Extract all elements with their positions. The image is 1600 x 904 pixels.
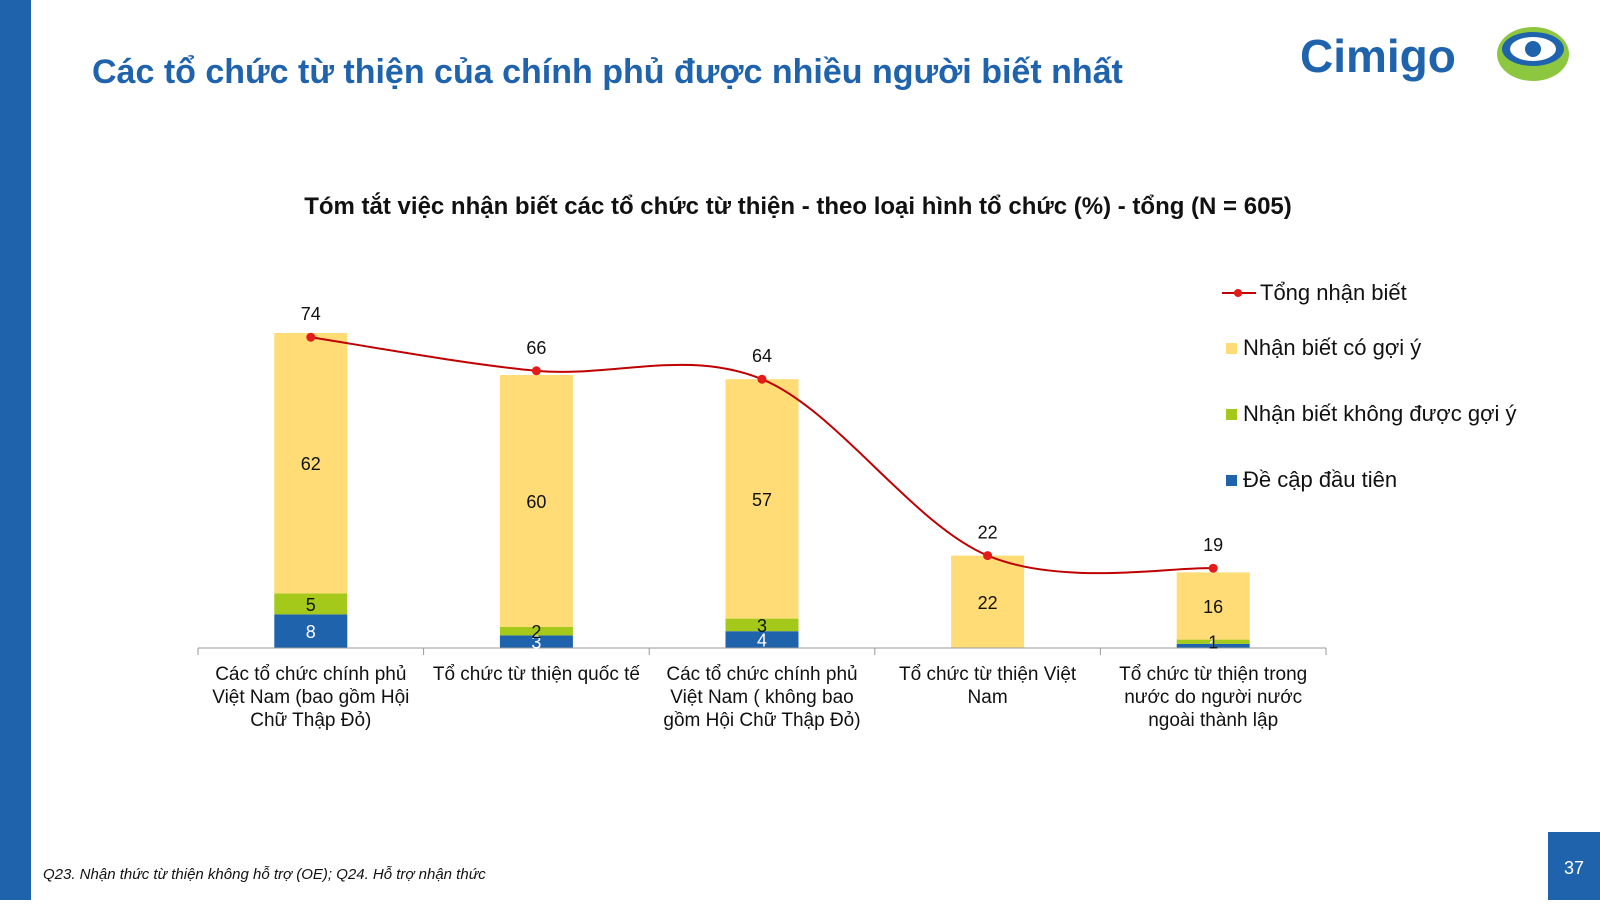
legend-item-unprompted: Nhận biết không được gợi ý xyxy=(1226,401,1517,427)
left-accent-bar xyxy=(0,0,31,900)
bar-segment xyxy=(725,618,799,632)
category-label: Các tổ chức chính phủ xyxy=(666,664,857,685)
bar-segment xyxy=(725,631,799,648)
chart-title: Tóm tắt việc nhận biết các tổ chức từ th… xyxy=(304,193,1292,220)
total-awareness-label: 66 xyxy=(526,338,546,358)
category-label: ngoài thành lập xyxy=(1148,710,1278,731)
total-awareness-point xyxy=(306,332,316,342)
bar-value-label: 8 xyxy=(306,622,316,642)
category-label: Tổ chức từ thiện Việt xyxy=(899,664,1077,685)
bar-segment xyxy=(499,375,573,627)
legend-item-first-mention: Đề cập đầu tiên xyxy=(1226,467,1397,493)
bar-value-label: 1 xyxy=(1208,633,1218,653)
bar-value-label: 57 xyxy=(752,490,772,510)
legend-item-total: Tổng nhận biết xyxy=(1222,280,1407,306)
bar-segment xyxy=(274,333,348,594)
legend-swatch-green xyxy=(1226,408,1237,420)
total-awareness-point xyxy=(531,366,541,376)
bar-segment xyxy=(499,627,573,636)
bar-segment xyxy=(274,593,348,615)
category-label: nước do người nước xyxy=(1124,687,1302,708)
total-awareness-point xyxy=(983,551,993,561)
category-label: Việt Nam (bao gồm Hội xyxy=(212,687,409,708)
bar-segment xyxy=(499,635,573,648)
page-number: 37 xyxy=(1548,832,1600,900)
legend-item-prompted: Nhận biết có gợi ý xyxy=(1226,335,1421,361)
slide-title: Các tổ chức từ thiện của chính phủ được … xyxy=(92,53,1123,91)
total-awareness-label: 19 xyxy=(1203,535,1223,555)
category-label: gồm Hội Chữ Thập Đỏ) xyxy=(663,710,860,731)
bar-value-label: 2 xyxy=(531,622,541,642)
total-awareness-label: 64 xyxy=(752,346,772,366)
bar-segment xyxy=(274,614,348,648)
bar-segment xyxy=(725,379,799,619)
bar-value-label: 1 xyxy=(1208,637,1218,657)
category-label: Tổ chức từ thiện quốc tế xyxy=(433,664,641,685)
bar-segment xyxy=(1176,643,1250,648)
total-awareness-point xyxy=(1208,563,1218,573)
category-label: Nam xyxy=(968,687,1008,708)
category-label: Các tổ chức chính phủ xyxy=(215,664,406,685)
category-label: Tổ chức từ thiện trong xyxy=(1119,664,1307,685)
bar-segment xyxy=(1176,639,1250,644)
legend-swatch-blue xyxy=(1226,474,1237,486)
bar-value-label: 16 xyxy=(1203,597,1223,617)
bar-value-label: 62 xyxy=(301,454,321,474)
total-awareness-label: 74 xyxy=(301,304,321,324)
bar-value-label: 22 xyxy=(978,593,998,613)
bar-value-label: 5 xyxy=(306,595,316,615)
bar-segment xyxy=(1176,572,1250,640)
eye-icon xyxy=(1497,27,1569,81)
legend-line-marker xyxy=(1222,287,1256,299)
bar-segment xyxy=(951,555,1025,648)
total-awareness-label: 22 xyxy=(978,523,998,543)
bar-value-label: 60 xyxy=(526,492,546,512)
cimigo-logo: Cimigo xyxy=(1300,27,1569,82)
footnote: Q23. Nhận thức từ thiện không hỗ trợ (OE… xyxy=(43,866,486,883)
category-label: Chữ Thập Đỏ) xyxy=(250,710,371,731)
category-label: Việt Nam ( không bao xyxy=(670,687,853,708)
bar-value-label: 4 xyxy=(757,631,767,651)
total-awareness-point xyxy=(757,374,767,384)
legend-swatch-yellow xyxy=(1226,342,1237,354)
bar-value-label: 3 xyxy=(757,616,767,636)
bar-value-label: 3 xyxy=(531,633,541,653)
logo-text: Cimigo xyxy=(1300,30,1456,82)
